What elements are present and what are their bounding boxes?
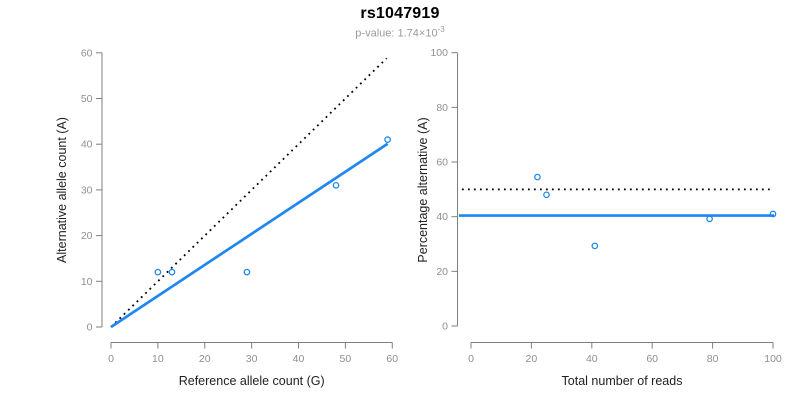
data-point — [591, 242, 599, 250]
x-tick-label: 10 — [152, 353, 164, 365]
allelic-ratio-fit-line — [110, 142, 389, 329]
x-tick-label: 0 — [108, 353, 114, 365]
identity-line — [110, 57, 388, 328]
x-tick-label: 20 — [526, 353, 538, 365]
x-tick-label: 40 — [293, 353, 305, 365]
y-tick-label: 50 — [81, 93, 93, 105]
y-tick-label: 60 — [81, 47, 93, 59]
data-point — [384, 136, 391, 143]
y-tick-label: 0 — [442, 321, 448, 333]
data-point — [769, 210, 777, 218]
x-tick-label: 60 — [646, 353, 658, 365]
x-tick-label: 60 — [386, 353, 398, 365]
y-tick-label: 60 — [436, 157, 448, 169]
data-point — [168, 268, 176, 276]
y-tick-label: 10 — [81, 276, 93, 288]
y-axis-title: Alternative allele count (A) — [55, 117, 69, 263]
y-tick-label: 40 — [436, 211, 448, 223]
data-point — [534, 173, 541, 181]
x-tick-label: 40 — [586, 353, 598, 365]
pvalue-exponent: -3 — [437, 25, 445, 34]
x-tick-label: 30 — [246, 353, 258, 365]
x-axis-title: Reference allele count (G) — [179, 374, 325, 388]
y-axis-title: Percentage alternative (A) — [416, 117, 430, 262]
percentage-alternative-panel: 0 20 40 60 80 100 0 20 40 60 80 100 Percentage alter… — [416, 47, 782, 388]
data-point — [706, 215, 713, 223]
y-tick-label: 20 — [81, 230, 93, 242]
data-point — [154, 268, 162, 276]
allele-counts-panel: 0 10 20 30 40 50 60 0 10 20 30 40 50 60 Alternative al… — [55, 47, 398, 388]
pvalue-subtitle: p-value: 1.74×10-3 — [0, 25, 800, 40]
figure-title: rs1047919 — [360, 5, 440, 22]
y-tick-label: 40 — [81, 139, 93, 151]
y-tick-label: 80 — [436, 102, 448, 114]
x-tick-label: 20 — [199, 353, 211, 365]
pvalue-text: p-value: 1.74×10 — [355, 27, 438, 40]
y-tick-label: 30 — [81, 184, 93, 196]
data-point — [243, 268, 251, 276]
x-tick-label: 100 — [764, 353, 782, 365]
x-tick-label: 0 — [468, 353, 474, 365]
x-tick-label: 80 — [707, 353, 719, 365]
x-axis-title: Total number of reads — [562, 374, 683, 388]
x-tick-label: 50 — [340, 353, 352, 365]
y-tick-label: 20 — [436, 266, 448, 278]
data-point — [332, 181, 340, 189]
y-tick-label: 100 — [430, 47, 448, 59]
data-point — [543, 191, 550, 199]
y-tick-label: 0 — [87, 322, 93, 334]
